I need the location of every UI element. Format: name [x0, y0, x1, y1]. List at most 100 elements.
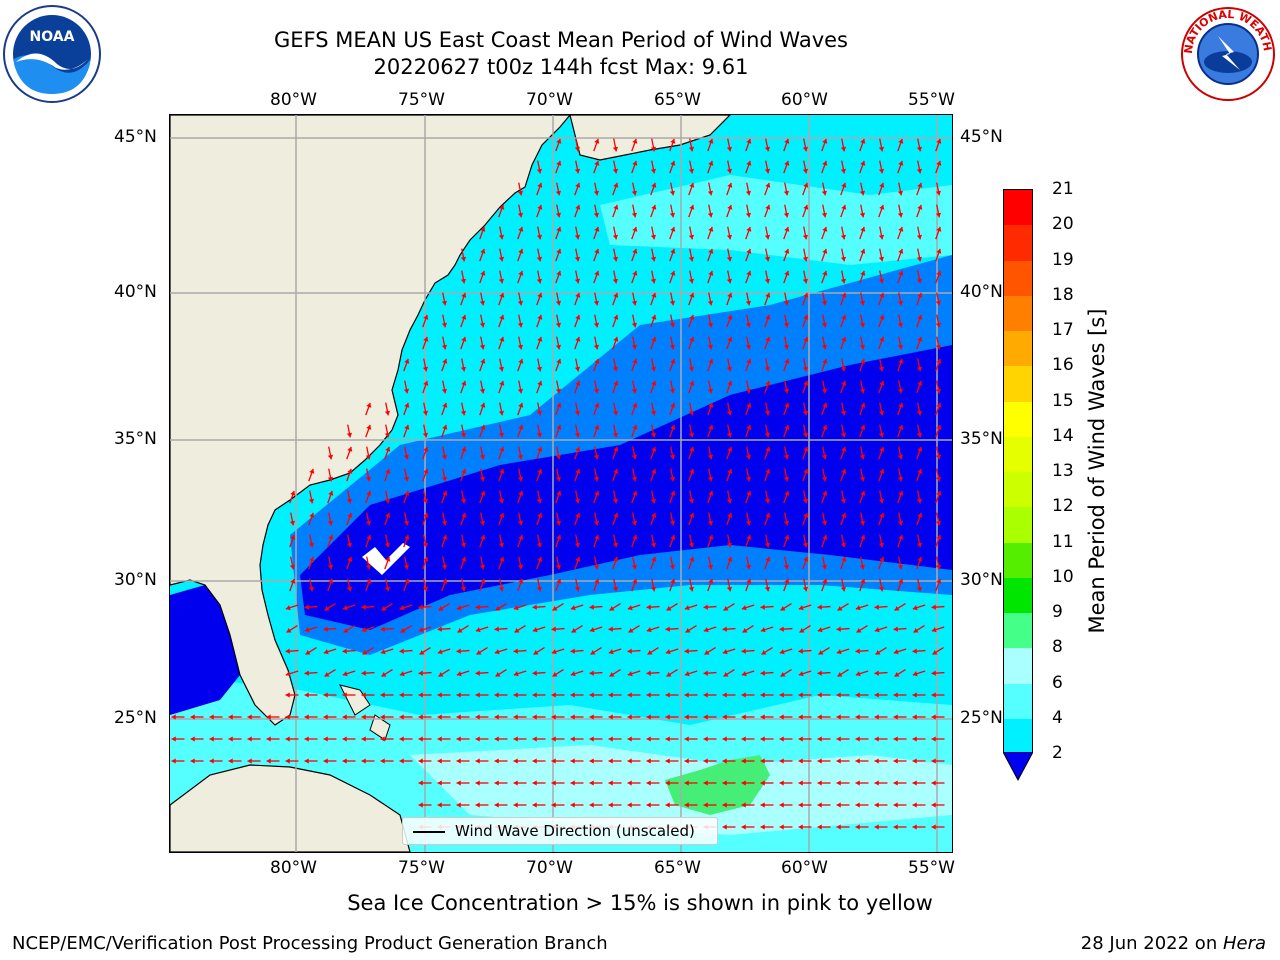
wave-direction-arrowhead: [518, 358, 524, 364]
wave-direction-arrowhead: [460, 278, 467, 284]
wave-direction-arrowhead: [570, 736, 575, 742]
wave-direction-arrowhead: [936, 402, 942, 408]
wave-direction-arrowhead: [632, 402, 638, 408]
wave-direction-arrowhead: [380, 626, 385, 632]
wave-direction-arrowhead: [575, 380, 581, 386]
wave-direction-arrowhead: [423, 380, 429, 386]
wave-direction-arrowhead: [457, 627, 463, 633]
wave-direction-arrowhead: [841, 468, 847, 474]
wave-direction-arrowhead: [399, 692, 404, 698]
wave-direction-arrowhead: [897, 476, 904, 482]
wave-direction-arrowhead: [741, 605, 747, 611]
wave-direction-arrowhead: [860, 226, 866, 232]
wave-direction-arrowhead: [594, 160, 600, 166]
colorbar-segment: [1004, 190, 1032, 226]
wave-direction-arrowhead: [798, 714, 803, 720]
wave-direction-arrowhead: [893, 824, 898, 830]
wave-direction-arrowhead: [798, 824, 803, 830]
wave-direction-arrowhead: [741, 714, 746, 720]
wave-direction-arrowhead: [380, 692, 385, 698]
wave-direction-arrowhead: [518, 226, 524, 232]
wave-direction-arrowhead: [802, 234, 809, 240]
wave-direction-arrowhead: [917, 292, 923, 298]
wave-direction-arrowhead: [418, 736, 423, 742]
wave-direction-arrowhead: [855, 758, 860, 764]
wave-direction-arrowhead: [666, 605, 672, 611]
wave-direction-arrowhead: [479, 322, 486, 328]
wave-period-map: [170, 115, 952, 852]
wave-direction-arrowhead: [670, 490, 676, 496]
wave-direction-arrowhead: [916, 586, 923, 592]
wave-direction-arrowhead: [874, 780, 879, 786]
colorbar-segment: [1004, 260, 1032, 297]
wave-direction-arrowhead: [688, 234, 695, 240]
wave-direction-arrowhead: [931, 714, 936, 720]
wave-direction-arrowhead: [670, 138, 676, 144]
wave-direction-arrowhead: [878, 256, 885, 262]
wave-direction-arrowhead: [475, 736, 480, 742]
wave-direction-arrowhead: [403, 520, 410, 526]
wave-direction-arrowhead: [670, 578, 676, 584]
wave-direction-arrowhead: [837, 671, 843, 677]
wave-direction-arrowhead: [323, 758, 328, 764]
wave-direction-arrowhead: [556, 402, 562, 408]
wave-direction-arrowhead: [346, 586, 353, 592]
wave-direction-arrowhead: [608, 758, 613, 764]
wave-direction-arrowhead: [898, 424, 904, 430]
wave-direction-arrowhead: [612, 278, 619, 284]
wave-direction-arrowhead: [916, 542, 923, 548]
wave-direction-arrowhead: [499, 468, 505, 474]
wave-direction-arrowhead: [627, 692, 632, 698]
wave-direction-arrowhead: [821, 300, 828, 306]
wave-direction-arrowhead: [384, 410, 391, 416]
wave-direction-arrowhead: [361, 736, 366, 742]
wave-direction-arrowhead: [765, 512, 771, 518]
wave-direction-arrowhead: [779, 802, 784, 808]
wave-direction-arrowhead: [684, 780, 689, 786]
colorbar-segment: [1004, 225, 1032, 261]
wave-direction-arrowhead: [285, 736, 290, 742]
wave-direction-arrowhead: [783, 322, 790, 328]
wave-direction-arrowhead: [746, 358, 752, 364]
wave-direction-arrowhead: [935, 454, 942, 460]
wave-direction-arrowhead: [384, 542, 391, 548]
wave-direction-arrowhead: [879, 182, 885, 188]
colorbar-tick-label: 21: [1052, 179, 1074, 199]
wave-direction-arrowhead: [632, 578, 638, 584]
wave-direction-arrowhead: [879, 512, 885, 518]
wave-direction-arrowhead: [840, 410, 847, 416]
wave-direction-arrowhead: [803, 446, 809, 452]
wave-direction-arrowhead: [631, 564, 638, 570]
wave-direction-arrowhead: [532, 758, 537, 764]
wave-direction-arrowhead: [289, 564, 296, 570]
wave-direction-arrowhead: [366, 402, 372, 408]
wave-direction-arrowhead: [381, 671, 387, 677]
wave-direction-arrowhead: [840, 542, 847, 548]
wave-direction-arrowhead: [741, 648, 746, 654]
wave-direction-arrowhead: [878, 234, 885, 240]
wave-direction-arrowhead: [707, 300, 714, 306]
wave-direction-arrowhead: [764, 256, 771, 262]
wave-direction-arrowhead: [726, 542, 733, 548]
wave-direction-arrowhead: [727, 446, 733, 452]
wave-direction-arrowhead: [399, 758, 404, 764]
wave-direction-arrowhead: [836, 780, 841, 786]
wave-direction-arrowhead: [784, 402, 790, 408]
wave-direction-arrowhead: [745, 300, 752, 306]
colorbar-extend-triangle: [1003, 752, 1033, 782]
wave-direction-arrowhead: [536, 432, 543, 438]
wave-direction-arrowhead: [551, 626, 556, 632]
wave-direction-arrowhead: [499, 336, 505, 342]
wave-direction-arrowhead: [670, 424, 676, 430]
wave-direction-arrowhead: [859, 520, 866, 526]
wave-direction-arrowhead: [437, 758, 442, 764]
wave-direction-arrowhead: [665, 736, 670, 742]
wave-direction-arrowhead: [722, 626, 727, 632]
colorbar-tick-label: 9: [1052, 602, 1063, 622]
wave-direction-arrowhead: [532, 802, 537, 808]
colorbar-segment: [1004, 577, 1032, 614]
wave-direction-arrowhead: [594, 226, 600, 232]
wave-direction-arrowhead: [898, 248, 904, 254]
wave-direction-arrowhead: [836, 736, 841, 742]
wave-direction-arrowhead: [650, 234, 657, 240]
